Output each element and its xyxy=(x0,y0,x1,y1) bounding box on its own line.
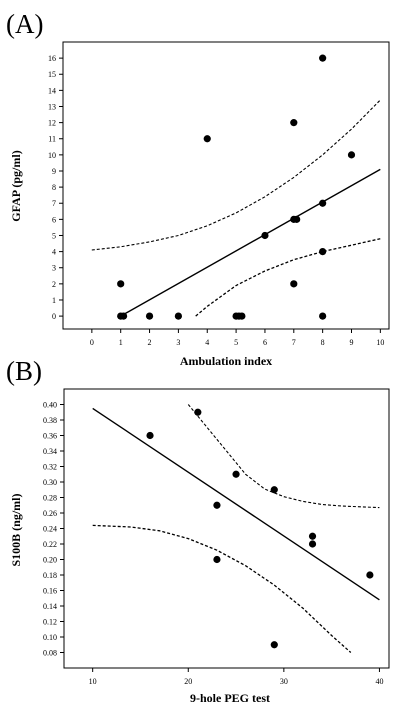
panel-a-y-tick-label: 5 xyxy=(52,231,56,240)
panel-a-data-point xyxy=(319,248,327,256)
panel-a-y-tick-label: 0 xyxy=(52,312,56,321)
panel-b-data-point xyxy=(308,532,317,540)
panel-a-y-tick-label: 2 xyxy=(52,280,56,289)
panel-b-data-point xyxy=(213,501,221,509)
panel-b-data-point xyxy=(146,431,154,440)
panel-b-y-tick-label: 0.10 xyxy=(43,633,57,642)
panel-a-x-tick-label: 7 xyxy=(292,338,296,347)
panel-b-y-tick-label: 0.16 xyxy=(43,587,57,596)
panel-b-regression-line xyxy=(92,407,380,601)
panel-a-x-tick-label: 4 xyxy=(205,338,209,347)
panel-a-x-ticks: 0 1 2 3 4 5 6 7 8 9 10 xyxy=(90,329,384,347)
panel-a-y-tick-label: 12 xyxy=(48,119,56,128)
panel-b-y-tick-label: 0.40 xyxy=(43,401,57,410)
panel-a-frame xyxy=(62,41,390,330)
panel-b-data-point xyxy=(270,641,278,649)
panel-b-data-point xyxy=(270,486,278,494)
panel-b-y-tick-label: 0.12 xyxy=(43,618,57,627)
panel-b-data-point xyxy=(232,470,240,478)
panel-b-y-tick-label: 0.08 xyxy=(43,649,57,658)
panel-b-y-tick-label: 0.24 xyxy=(43,525,57,534)
panel-b-x-axis-title: 9-hole PEG test xyxy=(190,691,270,705)
panel-a-x-tick-label: 5 xyxy=(234,338,238,347)
panel-b-lower-confidence-band xyxy=(92,524,352,653)
panel-a-data-point xyxy=(319,54,327,62)
panel-a-x-tick-label: 9 xyxy=(349,338,353,347)
panel-a-label: (A) xyxy=(6,9,43,39)
panel-b-data-point xyxy=(308,540,317,548)
panel-a-y-tick-label: 8 xyxy=(52,183,56,192)
panel-b-y-tick-label: 0.32 xyxy=(43,463,57,472)
panel-a-data-point xyxy=(319,199,327,207)
panel-a-data-point xyxy=(319,312,327,320)
panel-a-data-point xyxy=(117,280,125,288)
panel-a-data-point xyxy=(174,312,182,320)
panel-b-x-tick-label: 20 xyxy=(184,677,192,686)
panel-b-points xyxy=(146,408,374,649)
panel-a-y-tick-label: 10 xyxy=(48,151,56,160)
panel-a-data-point xyxy=(119,312,128,320)
panel-b-y-tick-label: 0.20 xyxy=(43,556,57,565)
panel-b-y-tick-label: 0.34 xyxy=(43,447,57,456)
panel-b-y-tick-label: 0.14 xyxy=(43,602,57,611)
panel-a-x-axis-title: Ambulation index xyxy=(180,354,272,368)
panel-a-y-tick-label: 15 xyxy=(48,70,56,79)
panel-a-y-tick-label: 4 xyxy=(52,248,56,257)
panel-a-data-point xyxy=(293,215,301,223)
panel-b-y-tick-label: 0.28 xyxy=(43,494,57,503)
panel-a-data-point xyxy=(145,312,154,320)
panel-b-frame xyxy=(63,388,390,669)
panel-b-y-ticks: 0.08 0.10 0.12 0.14 0.16 0.18 0.20 0.22 0.24 0.26… xyxy=(43,401,64,658)
panel-b-x-tick-label: 40 xyxy=(375,677,383,686)
panel-b: (B) 0.08 0.10 0.12 0.14 0.16 0.18 0.20 0.22 0.24… xyxy=(6,356,390,705)
panel-a-x-tick-label: 3 xyxy=(176,338,180,347)
panel-a-x-tick-label: 1 xyxy=(119,338,123,347)
panel-a-y-tick-label: 13 xyxy=(48,102,56,111)
panel-b-data-point xyxy=(194,408,202,416)
panel-a-data-point xyxy=(238,312,246,320)
panel-a-data-point xyxy=(347,151,356,159)
panel-a-y-tick-label: 14 xyxy=(48,86,56,95)
panel-b-lines xyxy=(92,404,380,653)
panel-b-y-tick-label: 0.38 xyxy=(43,416,57,425)
panel-a-y-tick-label: 7 xyxy=(52,199,56,208)
panel-a-y-tick-label: 3 xyxy=(52,264,56,273)
panel-b-x-tick-label: 30 xyxy=(280,677,288,686)
panel-a-regression-line xyxy=(120,168,381,317)
panel-b-upper-confidence-band xyxy=(187,404,380,509)
panel-a-y-tick-label: 11 xyxy=(48,135,56,144)
panel-a-points xyxy=(117,54,356,320)
panel-a-lines xyxy=(91,99,381,317)
panel-b-x-ticks: 10 20 30 40 xyxy=(89,668,383,686)
panel-a-y-tick-label: 9 xyxy=(52,167,56,176)
panel-b-label: (B) xyxy=(6,356,42,386)
panel-b-x-tick-label: 10 xyxy=(89,677,97,686)
panel-a-data-point xyxy=(290,119,298,127)
panel-a-x-tick-label: 0 xyxy=(90,338,94,347)
panel-a-data-point xyxy=(261,231,269,240)
panel-b-y-axis-title: S100B (ng/ml) xyxy=(9,493,23,566)
panel-b-y-tick-label: 0.22 xyxy=(43,540,57,549)
panel-a-upper-confidence-band xyxy=(91,99,381,251)
panel-a-x-tick-label: 2 xyxy=(148,338,152,347)
panel-a-y-tick-label: 1 xyxy=(52,296,56,305)
panel-a-y-tick-label: 16 xyxy=(48,54,56,63)
panel-b-data-point xyxy=(366,571,374,579)
panel-b-y-tick-label: 0.36 xyxy=(43,432,57,441)
panel-a-x-tick-label: 8 xyxy=(321,338,325,347)
panel-a-x-tick-label: 6 xyxy=(263,338,267,347)
panel-b-y-tick-label: 0.30 xyxy=(43,478,57,487)
panel-b-y-tick-label: 0.26 xyxy=(43,509,57,518)
panel-a-y-tick-label: 6 xyxy=(52,215,56,224)
panel-b-y-tick-label: 0.18 xyxy=(43,571,57,580)
panel-a-data-point xyxy=(290,280,298,288)
panel-a-y-axis-title: GFAP (pg/ml) xyxy=(9,150,23,221)
panel-a-lower-confidence-band xyxy=(195,238,381,317)
panel-b-data-point xyxy=(213,555,221,564)
panel-a-data-point xyxy=(203,135,211,143)
panel-a-x-tick-label: 10 xyxy=(376,338,384,347)
